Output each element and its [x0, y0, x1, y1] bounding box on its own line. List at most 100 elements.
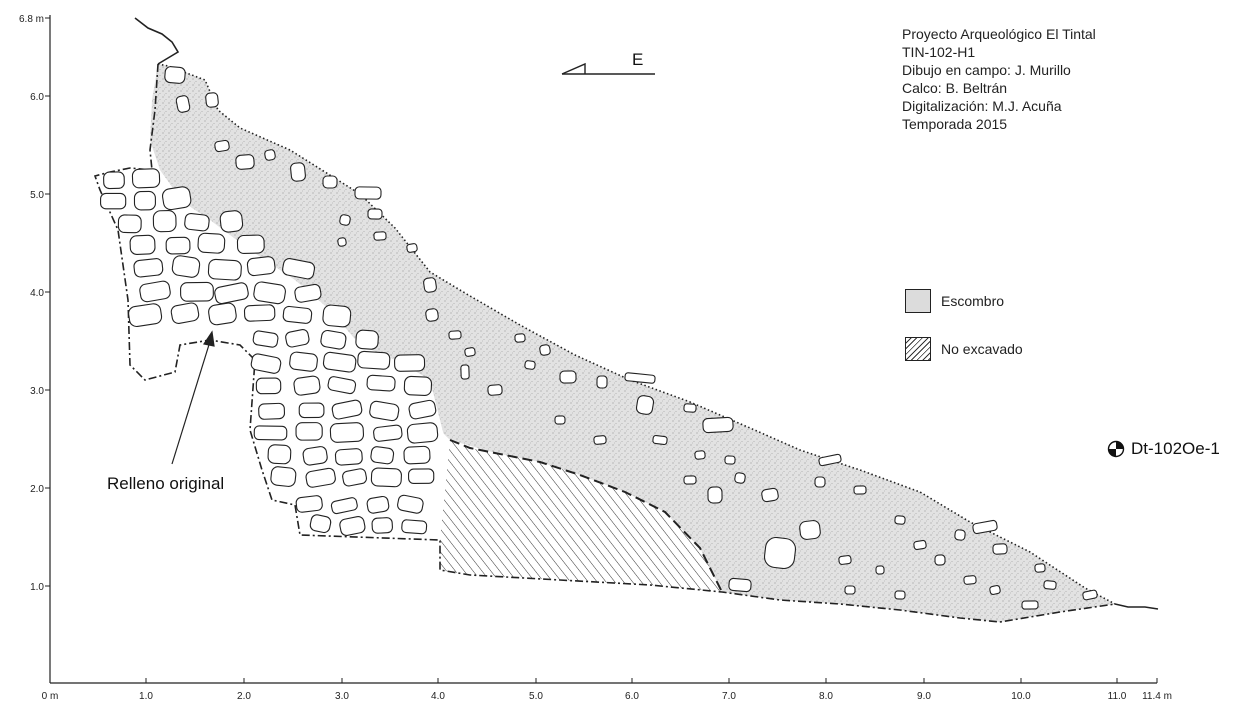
stone — [331, 399, 363, 420]
stone — [334, 448, 363, 466]
rubble-fill-area — [150, 64, 1115, 622]
datum-label: Dt-102Oe-1 — [1131, 439, 1220, 458]
stone — [309, 514, 332, 534]
stone — [253, 425, 288, 441]
stone — [258, 402, 286, 420]
stone — [593, 435, 607, 445]
stone — [853, 485, 867, 495]
stone — [707, 486, 723, 504]
stone — [487, 384, 503, 396]
stone — [357, 350, 391, 370]
stone — [214, 282, 249, 305]
stone — [369, 400, 400, 422]
y-tick-label: 5.0 — [30, 190, 44, 201]
stone — [131, 168, 161, 189]
y-tick-label: 4.0 — [30, 288, 44, 299]
stone — [282, 258, 316, 280]
stone — [250, 353, 282, 374]
x-tick-label: 5.0 — [529, 691, 543, 702]
stone — [373, 231, 387, 241]
stone — [171, 255, 201, 278]
stone — [255, 377, 282, 395]
credit-line: Proyecto Arqueológico El Tintal — [902, 26, 1096, 42]
stone — [205, 92, 219, 108]
stone — [129, 234, 156, 255]
stone — [406, 422, 439, 444]
stone — [373, 424, 403, 442]
stone — [298, 402, 325, 419]
stone — [963, 575, 977, 585]
stone — [818, 453, 842, 467]
stone — [161, 186, 192, 211]
survey-datum-icon — [1107, 440, 1125, 458]
stone — [264, 149, 276, 161]
stone — [1034, 563, 1046, 573]
stone — [367, 208, 383, 220]
stone — [289, 351, 318, 372]
stone — [514, 333, 526, 343]
stone — [408, 468, 435, 484]
stone — [117, 214, 142, 234]
rubble-swatch — [905, 289, 931, 313]
stone — [524, 360, 536, 370]
stone — [180, 281, 214, 302]
x-tick-label: 3.0 — [335, 691, 349, 702]
fill-label-arrow — [171, 330, 215, 465]
y-tick-label: 6.0 — [30, 92, 44, 103]
stone — [246, 256, 276, 277]
stone — [252, 330, 279, 348]
stone — [702, 416, 734, 434]
stone — [366, 374, 396, 392]
legend: Escombro No excavado — [905, 288, 1023, 384]
stone — [460, 364, 470, 380]
stone — [330, 497, 358, 515]
stone — [322, 351, 357, 373]
stone — [170, 302, 200, 324]
credit-line: Dibujo en campo: J. Murillo — [902, 62, 1071, 78]
x-tick-label: 11.0 — [1108, 691, 1127, 702]
stone — [302, 446, 328, 466]
y-tick-label: 2.0 — [30, 484, 44, 495]
stone — [539, 344, 551, 356]
stone — [423, 277, 437, 293]
legend-item-rubble: Escombro — [905, 288, 1023, 314]
stone — [285, 329, 310, 348]
stone — [339, 214, 351, 226]
stone — [1043, 580, 1057, 590]
stone — [236, 234, 265, 255]
stone — [728, 577, 752, 593]
stone — [152, 210, 177, 233]
stone — [342, 468, 368, 487]
stone — [371, 517, 393, 534]
stone — [339, 516, 366, 536]
credit-line: Calco: B. Beltrán — [902, 80, 1008, 96]
stones — [100, 66, 1098, 610]
stone — [208, 302, 237, 326]
axes: 0 m 1.0 2.0 3.0 4.0 5.0 6.0 7.0 8.0 9.0 10.0 11.0 11… — [19, 14, 1172, 702]
stone — [100, 192, 127, 210]
stone — [814, 476, 826, 488]
stone — [844, 585, 856, 595]
stone — [165, 236, 191, 255]
stone — [243, 304, 276, 322]
surface-dotted-line — [157, 63, 1116, 605]
stone — [214, 139, 230, 153]
stone — [934, 554, 946, 566]
stone — [327, 376, 357, 395]
stone — [139, 280, 171, 303]
stone — [401, 519, 428, 535]
stone — [875, 565, 885, 575]
stone — [175, 95, 191, 113]
stone — [295, 422, 323, 441]
stone — [838, 555, 852, 565]
stone — [282, 305, 313, 324]
excavation-limit-line — [93, 63, 1116, 623]
fill-label: Relleno original — [107, 474, 225, 493]
y-tick-label: 3.0 — [30, 386, 44, 397]
stone — [354, 186, 382, 200]
legend-item-unexcavated: No excavado — [905, 336, 1023, 362]
stone — [1082, 589, 1098, 601]
stone — [320, 329, 347, 350]
stone — [624, 372, 656, 384]
stone — [554, 415, 566, 425]
